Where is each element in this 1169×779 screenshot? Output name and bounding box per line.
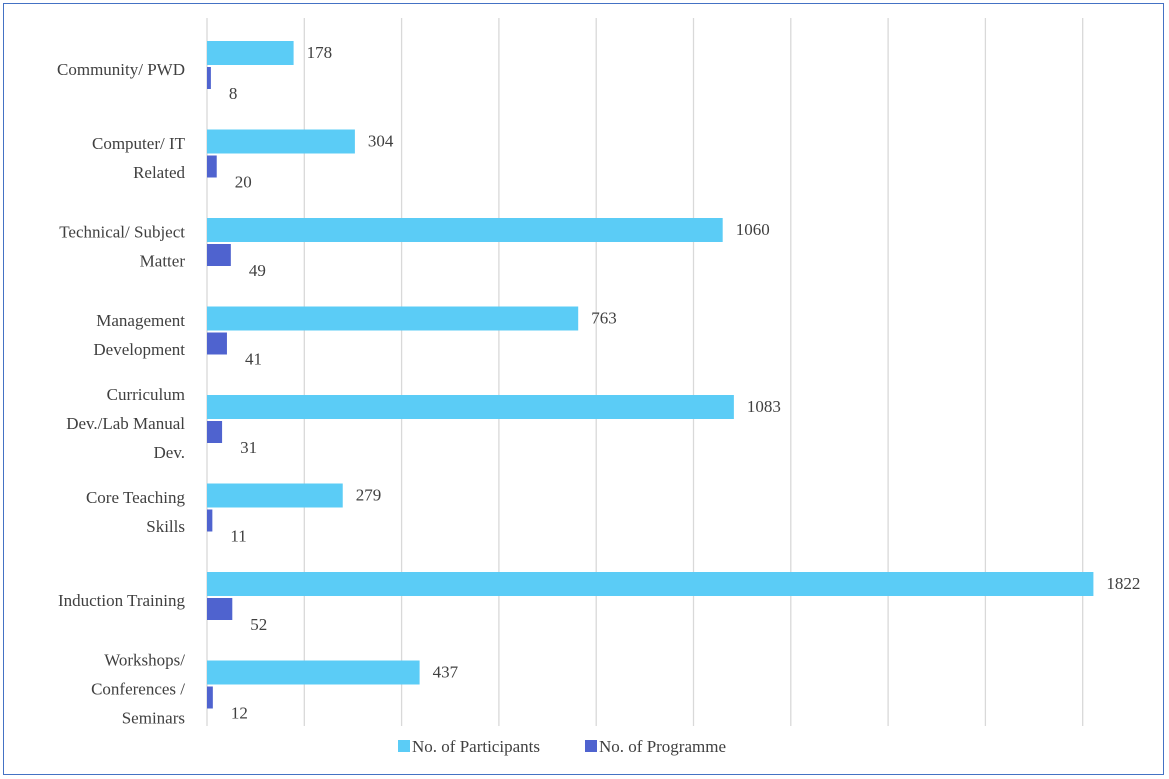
horizontal-bar-chart: 178 8 Community/ PWD 304 20 Computer/ IT Relat…: [57, 18, 1140, 756]
gridlines: [206, 18, 1084, 726]
bar-programme: [207, 67, 211, 89]
bar-participants: [207, 483, 343, 508]
data-label-participants: 279: [356, 486, 382, 505]
bar-participants: [207, 41, 294, 65]
legend-label-programme: No. of Programme: [599, 737, 726, 756]
data-label-programme: 11: [230, 527, 246, 546]
legend: No. of Participants No. of Programme: [398, 737, 726, 756]
data-label-programme: 31: [240, 438, 257, 457]
chart-frame: 178 8 Community/ PWD 304 20 Computer/ IT Relat…: [3, 3, 1164, 775]
data-label-programme: 12: [231, 704, 248, 723]
bar-participants: [207, 218, 723, 242]
data-label-participants: 1060: [736, 220, 770, 239]
bar-programme: [207, 598, 233, 620]
bar-programme: [207, 244, 231, 266]
data-label-participants: 1822: [1106, 574, 1140, 593]
bar-programme: [207, 155, 217, 178]
bar-participants: [207, 572, 1094, 596]
data-label-participants: 437: [433, 663, 459, 682]
bar-programme: [207, 421, 223, 443]
bar-programme: [207, 332, 227, 355]
data-label-programme: 20: [235, 173, 252, 192]
data-label-programme: 49: [249, 261, 266, 280]
data-label-participants: 763: [591, 309, 617, 328]
data-label-participants: 304: [368, 132, 394, 151]
category-label: Workshops/Conferences / Seminars: [91, 651, 185, 728]
bar-participants: [207, 395, 734, 419]
bar-programme: [207, 686, 213, 709]
bar-participants: [207, 660, 420, 685]
category-label: Technical/ Subject Matter: [59, 223, 185, 271]
category-label: Core Teaching Skills: [86, 488, 186, 536]
bar-participants: [207, 306, 579, 331]
data-label-programme: 41: [245, 350, 262, 369]
legend-swatch-programme: [585, 740, 597, 752]
category-label: Curriculum Dev./Lab Manual Dev.: [66, 385, 185, 462]
category-label: Community/ PWD: [57, 60, 185, 79]
category-label: Computer/ IT Related: [92, 134, 186, 182]
category-label: Management Development: [93, 311, 185, 359]
legend-swatch-participants: [398, 740, 410, 752]
data-label-participants: 178: [307, 43, 333, 62]
bar-programme: [207, 509, 213, 532]
category-label: Induction Training: [58, 591, 186, 610]
legend-label-participants: No. of Participants: [412, 737, 540, 756]
labels: 178 8 Community/ PWD 304 20 Computer/ IT Relat…: [57, 43, 1140, 728]
data-label-programme: 52: [250, 615, 267, 634]
data-label-participants: 1083: [747, 397, 781, 416]
bar-participants: [207, 129, 355, 154]
data-label-programme: 8: [229, 84, 238, 103]
bars: [207, 41, 1094, 709]
